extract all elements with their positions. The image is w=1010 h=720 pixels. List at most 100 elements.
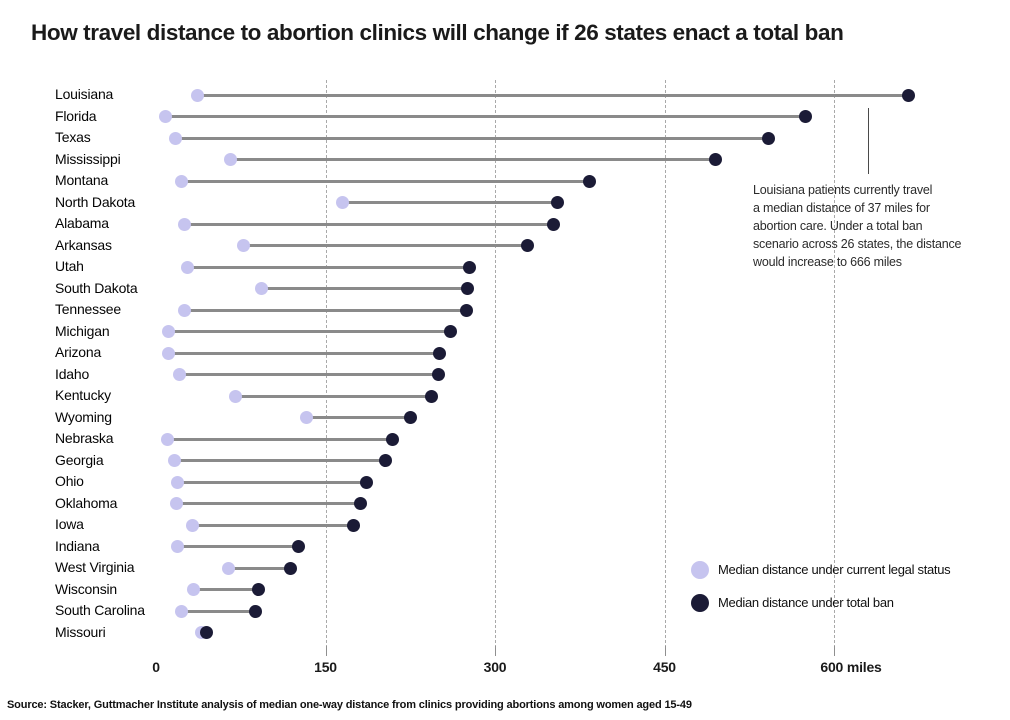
total-ban-dot <box>902 88 916 102</box>
total-ban-dot <box>444 325 458 338</box>
current-status-dot <box>169 497 183 510</box>
state-label: Oklahoma <box>55 494 118 511</box>
state-label: South Carolina <box>55 602 145 618</box>
state-label: Nebraska <box>55 430 114 446</box>
connector-line <box>175 136 769 140</box>
connector-line <box>184 222 554 226</box>
connector-line <box>261 287 468 290</box>
current-status-dot-icon <box>691 560 709 579</box>
gridline-300 <box>495 80 496 648</box>
connector-line <box>167 437 393 441</box>
connector-line <box>165 115 806 118</box>
total-ban-dot-icon <box>691 593 709 612</box>
total-ban-dot <box>432 368 445 381</box>
axis-tick-label: 450 <box>653 659 676 675</box>
state-label: Utah <box>55 258 84 274</box>
current-status-dot <box>173 368 187 381</box>
connector-line <box>342 201 558 204</box>
total-ban-dot <box>460 303 474 317</box>
current-status-dot <box>175 174 189 188</box>
state-label: Tennessee <box>55 301 121 317</box>
chart-title: How travel distance to abortion clinics … <box>31 20 844 45</box>
state-label: Idaho <box>55 365 90 382</box>
current-status-dot <box>254 282 268 295</box>
connector-line <box>228 566 291 570</box>
current-status-dot <box>221 561 235 575</box>
total-ban-dot <box>761 131 775 145</box>
current-status-dot <box>177 217 191 231</box>
connector-line <box>176 502 361 505</box>
connector-line <box>177 480 367 484</box>
current-status-dot <box>161 325 175 338</box>
axis-tick-label: 600 miles <box>820 659 882 675</box>
axis-tick-600 <box>834 646 835 656</box>
connector-line <box>179 373 439 376</box>
total-ban-dot <box>547 217 561 231</box>
legend-label-current: Median distance under current legal stat… <box>718 562 951 577</box>
state-label: Mississippi <box>55 150 121 167</box>
current-status-dot <box>177 303 191 317</box>
axis-tick-label: 0 <box>152 659 160 675</box>
state-label: Michigan <box>55 322 110 339</box>
legend-item-ban: Median distance under total ban <box>691 586 1001 619</box>
total-ban-dot <box>200 626 214 639</box>
state-label: West Virginia <box>55 559 135 575</box>
connector-line <box>193 588 259 591</box>
state-label: Arkansas <box>55 236 112 253</box>
connector-line <box>235 394 432 398</box>
total-ban-dot <box>462 260 476 274</box>
connector-line <box>181 609 256 613</box>
total-ban-dot <box>378 454 392 467</box>
total-ban-dot <box>425 389 439 403</box>
current-status-dot <box>228 389 242 403</box>
total-ban-dot <box>359 475 373 489</box>
current-status-dot <box>167 454 181 467</box>
total-ban-dot <box>583 174 597 188</box>
current-status-dot <box>170 540 184 553</box>
state-label: South Dakota <box>55 279 138 296</box>
annotation-text: Louisiana patients currently travel a me… <box>753 183 962 269</box>
total-ban-dot <box>403 411 417 424</box>
state-label: Georgia <box>55 451 104 468</box>
axis-tick-label: 300 <box>483 659 507 675</box>
state-label: Alabama <box>55 215 109 231</box>
state-label: Wyoming <box>55 408 112 425</box>
current-status-dot <box>186 583 200 596</box>
source-text: Source: Stacker, Guttmacher Institute an… <box>7 699 692 711</box>
current-status-dot <box>160 432 174 446</box>
state-label: Missouri <box>55 623 106 640</box>
current-status-dot <box>224 153 238 166</box>
gridline-450 <box>664 80 666 648</box>
current-status-dot <box>170 475 184 489</box>
legend: Median distance under current legal stat… <box>691 553 1001 619</box>
current-status-dot <box>158 110 172 123</box>
state-label: Kentucky <box>55 387 111 403</box>
current-status-dot <box>299 411 313 424</box>
state-label: Ohio <box>55 473 84 489</box>
connector-line <box>177 545 299 548</box>
total-ban-dot <box>248 604 262 618</box>
total-ban-dot <box>433 346 447 360</box>
total-ban-dot <box>291 540 305 553</box>
state-label: Wisconsin <box>55 580 117 597</box>
total-ban-dot <box>461 282 475 295</box>
total-ban-dot <box>708 153 722 166</box>
connector-line <box>197 93 909 97</box>
current-status-dot <box>175 604 189 618</box>
total-ban-dot <box>347 518 361 532</box>
total-ban-dot <box>799 110 813 123</box>
current-status-dot <box>168 131 182 145</box>
connector-line <box>192 523 354 527</box>
state-label: Indiana <box>55 537 100 554</box>
legend-label-ban: Median distance under total ban <box>718 595 894 610</box>
connector-line <box>168 351 440 355</box>
state-label: Iowa <box>55 516 84 532</box>
current-status-dot <box>191 88 205 102</box>
total-ban-dot <box>252 583 266 596</box>
total-ban-dot <box>385 432 399 446</box>
current-status-dot <box>161 346 175 360</box>
current-status-dot <box>185 518 199 532</box>
state-label: Arizona <box>55 344 102 360</box>
